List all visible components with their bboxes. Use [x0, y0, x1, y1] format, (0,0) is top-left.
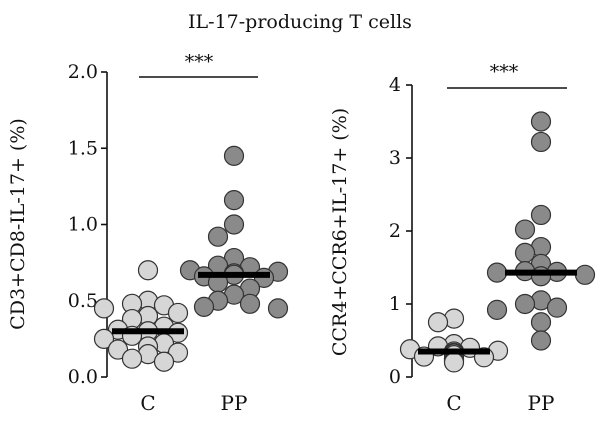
y-tick-label: 1.5: [68, 137, 98, 159]
chart-panel-right: CCR4+CCR6+IL-17+ (%) *** C PP 0 1 2 3 4: [329, 61, 596, 415]
y-axis-label: CD3+CD8-IL-17+ (%): [7, 118, 29, 330]
data-point-pp: [546, 297, 568, 318]
data-point-pp: [486, 299, 508, 320]
data-point-pp: [530, 111, 552, 132]
data-point-c: [93, 298, 115, 319]
data-point-pp: [530, 131, 552, 153]
chart-panel-left: CD3+CD8-IL-17+ (%) *** C PP 0.0 0.5 1.0 1.5…: [7, 51, 289, 415]
data-point-pp: [193, 296, 215, 317]
data-point-c: [93, 328, 115, 349]
significance-label: ***: [185, 51, 214, 73]
data-point-pp: [514, 219, 536, 240]
data-point-c: [153, 351, 175, 372]
data-point-c: [427, 312, 449, 333]
y-tick-label: 0: [389, 366, 401, 388]
y-tick-label: 0.5: [68, 290, 98, 312]
data-point-pp: [530, 204, 552, 226]
y-axis-label: CCR4+CCR6+IL-17+ (%): [329, 108, 351, 356]
data-point-pp: [223, 214, 245, 235]
y-tick-label: 0.0: [68, 366, 98, 388]
data-point-c: [167, 302, 189, 324]
y-tick-label: 3: [389, 147, 401, 169]
y-tick-label: 2.0: [68, 61, 98, 83]
x-tick-label-c: C: [446, 391, 461, 415]
data-point-c: [167, 342, 189, 363]
x-tick-label-pp: PP: [221, 391, 248, 415]
x-tick-label-c: C: [140, 391, 155, 415]
data-point-pp: [239, 293, 261, 314]
y-tick-label: 2: [389, 220, 401, 242]
data-point-pp: [530, 312, 552, 333]
data-point-c: [121, 348, 143, 369]
y-tick-label: 1.0: [68, 214, 98, 236]
figure-title: IL-17-producing T cells: [188, 11, 412, 33]
data-point-pp: [486, 262, 508, 283]
y-tick-label: 1: [389, 293, 401, 315]
data-point-pp: [574, 264, 596, 285]
y-tick-label: 4: [389, 74, 401, 96]
data-point-pp: [223, 145, 245, 166]
data-point-c: [137, 260, 159, 281]
data-point-pp: [514, 293, 536, 315]
data-point-pp: [207, 226, 229, 247]
data-point-pp: [514, 242, 536, 263]
data-point-c: [107, 339, 129, 360]
data-point-pp: [267, 298, 289, 319]
data-point-pp: [530, 330, 552, 351]
data-point-c: [443, 352, 465, 373]
data-point-pp: [223, 190, 245, 211]
significance-label: ***: [490, 61, 519, 83]
x-tick-label-pp: PP: [528, 391, 555, 415]
